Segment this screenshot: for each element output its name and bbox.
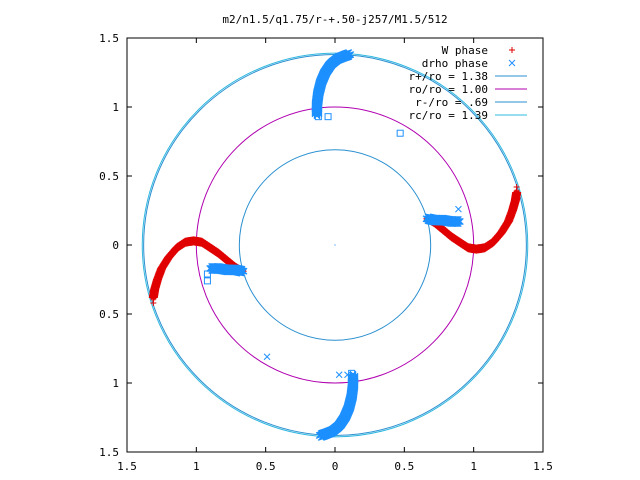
cross-marker: [263, 353, 271, 361]
drho-arm-2: [311, 49, 355, 120]
y-tick-label: 0.5: [99, 170, 119, 183]
circle-r-ro: [238, 149, 432, 341]
center-dot: [334, 244, 336, 246]
legend-label: r+/ro = 1.38: [409, 70, 488, 83]
cross-marker: [508, 59, 516, 67]
square-marker: [314, 113, 322, 121]
y-tick-label: 1: [112, 377, 119, 390]
cross-marker: [335, 371, 343, 379]
cross-marker: [317, 434, 325, 441]
square-marker: [203, 270, 211, 278]
square-marker: [324, 113, 332, 121]
extra-markers: [150, 113, 520, 379]
x-tick-label: 1.5: [533, 460, 553, 473]
x-tick-label: 1: [470, 460, 477, 473]
plus-marker: [513, 191, 520, 198]
cross-marker: [455, 220, 462, 227]
legend-label: drho phase: [422, 57, 488, 70]
x-tick-label: 1.5: [117, 460, 137, 473]
cross-marker: [345, 53, 353, 60]
y-tick-label: 0: [112, 239, 119, 252]
plus-marker: [513, 184, 520, 191]
cross-marker: [208, 267, 215, 274]
y-tick-label: 1.5: [99, 32, 119, 45]
circle-rc-ro: [141, 52, 529, 438]
y-tick-label: 1: [112, 101, 119, 114]
legend-label: r-/ro = .69: [415, 96, 488, 109]
x-tick-label: 1: [193, 460, 200, 473]
plus-marker: [150, 299, 157, 306]
square-marker: [203, 277, 211, 285]
legend-label: ro/ro = 1.00: [409, 83, 488, 96]
legend-label: W phase: [442, 44, 488, 57]
legend-entry: W phase: [442, 44, 515, 57]
legend-entry: ro/ro = 1.00: [409, 83, 527, 96]
drho-arm-1: [206, 263, 248, 277]
drho-arm-0: [422, 213, 464, 227]
chart-title: m2/n1.5/q1.75/r-+.50-j257/M1.5/512: [222, 13, 447, 26]
y-tick-label: 1.5: [99, 446, 119, 459]
plus-marker: [509, 47, 515, 53]
drho-phase-series: [206, 49, 464, 441]
legend-label: rc/ro = 1.39: [409, 109, 488, 122]
axis-ticks: 1.5 1 0.5 0 0.5 1 1.51.510.500.511.5: [99, 32, 553, 473]
legend-entry: r-/ro = .69: [415, 96, 527, 109]
legend-entry: rc/ro = 1.39: [409, 109, 527, 122]
legend-entry: r+/ro = 1.38: [409, 70, 527, 83]
drho-arm-3: [315, 370, 359, 441]
y-tick-label: 0.5: [99, 308, 119, 321]
legend-entry: drho phase: [422, 57, 516, 70]
x-tick-label: 0: [332, 460, 339, 473]
square-marker: [348, 369, 356, 377]
x-tick-label: 0.5: [256, 460, 276, 473]
square-marker: [396, 129, 404, 137]
x-tick-label: 0.5: [394, 460, 414, 473]
cross-marker: [455, 205, 462, 213]
